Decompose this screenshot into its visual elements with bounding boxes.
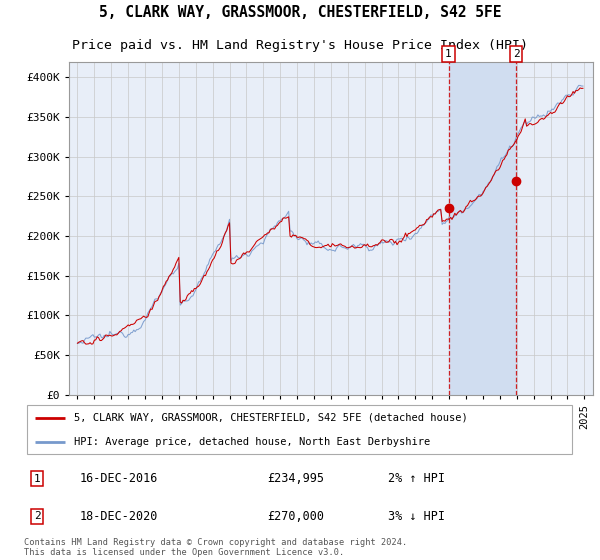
- Text: 5, CLARK WAY, GRASSMOOR, CHESTERFIELD, S42 5FE (detached house): 5, CLARK WAY, GRASSMOOR, CHESTERFIELD, S…: [74, 413, 467, 423]
- Text: £234,995: £234,995: [267, 472, 324, 485]
- Text: £270,000: £270,000: [267, 510, 324, 523]
- Text: HPI: Average price, detached house, North East Derbyshire: HPI: Average price, detached house, Nort…: [74, 437, 430, 447]
- Text: Contains HM Land Registry data © Crown copyright and database right 2024.
This d: Contains HM Land Registry data © Crown c…: [24, 538, 407, 557]
- Bar: [449, 62, 516, 395]
- Text: 2: 2: [34, 511, 41, 521]
- Text: 18-DEC-2020: 18-DEC-2020: [79, 510, 158, 523]
- Text: Price paid vs. HM Land Registry's House Price Index (HPI): Price paid vs. HM Land Registry's House …: [72, 39, 528, 53]
- Text: 1: 1: [34, 474, 41, 484]
- Text: 3% ↓ HPI: 3% ↓ HPI: [388, 510, 445, 523]
- FancyBboxPatch shape: [27, 405, 572, 454]
- Text: 1: 1: [445, 49, 452, 59]
- Text: 5, CLARK WAY, GRASSMOOR, CHESTERFIELD, S42 5FE: 5, CLARK WAY, GRASSMOOR, CHESTERFIELD, S…: [99, 6, 501, 20]
- Text: 2% ↑ HPI: 2% ↑ HPI: [388, 472, 445, 485]
- Text: 2: 2: [513, 49, 520, 59]
- Text: 16-DEC-2016: 16-DEC-2016: [79, 472, 158, 485]
